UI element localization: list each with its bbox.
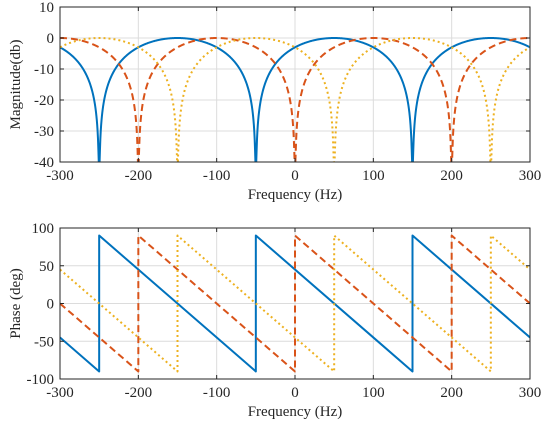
x-tick-label: -300 — [46, 385, 74, 401]
x-tick-label: -100 — [203, 385, 231, 401]
x-tick-label: 200 — [440, 385, 463, 401]
y-tick-label: -50 — [34, 334, 54, 350]
series-group — [60, 234, 530, 373]
magnitude-plot: -300 -200 -100 0 100 200 300100-10-20-30-40Fre… — [8, 0, 541, 203]
phase-plot: -300 -200 -100 0 100 200 300 100 50 0 -50 -100 Frequ… — [8, 221, 541, 420]
y-axis-label: Phase (deg) — [8, 268, 24, 338]
x-axis-label: Frequency (Hz) — [248, 404, 343, 420]
x-tick-label: 300 — [519, 168, 542, 184]
x-tick-label: 100 — [362, 168, 385, 184]
series-line-2 — [60, 234, 530, 373]
x-tick-label: 200 — [440, 168, 463, 184]
y-tick-label: 0 — [47, 297, 55, 313]
x-tick-label: -300 — [46, 168, 74, 184]
y-tick-label: -10 — [34, 62, 54, 78]
y-axis-label: Magnitude(db) — [8, 40, 24, 130]
x-axis-label: Frequency (Hz) — [248, 187, 343, 203]
y-tick-label: 10 — [39, 0, 54, 16]
x-tick-label: 300 — [519, 385, 542, 401]
x-tick-label: -200 — [125, 168, 153, 184]
x-tick-label: -100 — [203, 168, 231, 184]
y-tick-label: 50 — [39, 259, 54, 275]
series-group — [60, 37, 530, 162]
series-line-3 — [60, 37, 530, 162]
x-tick-label: 100 — [362, 385, 385, 401]
y-tick-label: -100 — [27, 372, 55, 388]
x-tick-label: 0 — [291, 168, 299, 184]
x-tick-label: -200 — [125, 385, 153, 401]
x-tick-label: 0 — [291, 385, 299, 401]
y-tick-label: -30 — [34, 124, 54, 140]
y-tick-label: 0 — [47, 31, 55, 47]
y-tick-label: -20 — [34, 93, 54, 109]
y-tick-label: 100 — [32, 221, 55, 237]
series-line-3 — [60, 234, 530, 373]
y-tick-label: -40 — [34, 155, 54, 171]
